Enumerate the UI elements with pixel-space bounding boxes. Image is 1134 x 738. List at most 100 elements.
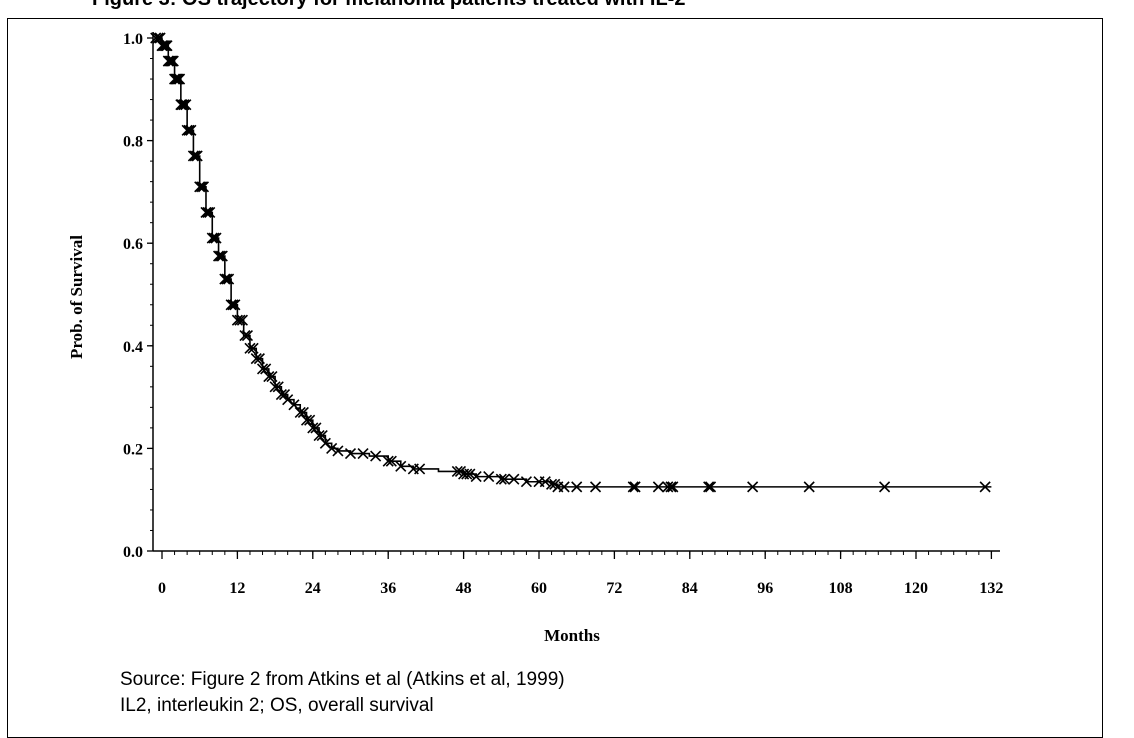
censor-mark <box>304 414 316 426</box>
censor-mark <box>326 442 338 454</box>
censor-mark <box>546 478 558 490</box>
censor-mark <box>161 40 173 52</box>
censor-mark <box>539 476 551 488</box>
survival-chart: 0.0 0.2 0.4 0.6 0.8 1.0 0 12 24 36 48 60 72 84 96 108 1… <box>67 31 1003 645</box>
censor-mark <box>414 463 426 475</box>
censor-mark <box>665 481 677 493</box>
survival-curve <box>155 37 992 488</box>
y-ticks: 0.0 0.2 0.4 0.6 0.8 1.0 <box>123 31 153 561</box>
censor-mark <box>163 55 176 67</box>
censor-mark <box>189 150 201 162</box>
censor-mark <box>194 181 206 193</box>
censor-mark <box>370 450 382 462</box>
censor-mark <box>461 468 473 480</box>
censor-mark <box>275 388 287 401</box>
censor-mark <box>250 353 262 365</box>
censor-mark <box>310 422 322 434</box>
censor-mark <box>307 422 319 434</box>
censor-mark <box>196 181 208 193</box>
censor-mark <box>210 232 222 244</box>
x-ticks: 0 12 24 36 48 60 72 84 96 108 120 132 <box>158 551 1003 597</box>
x-tick-label: 12 <box>229 580 245 597</box>
censor-mark <box>212 250 225 262</box>
censor-mark <box>879 481 891 493</box>
censor-mark <box>191 150 203 162</box>
censor-mark <box>234 314 246 326</box>
censor-mark <box>297 406 309 419</box>
censor-mark <box>167 55 179 67</box>
censor-mark <box>227 299 239 311</box>
censor-mark <box>170 73 182 85</box>
abbreviation-note: IL2, interleukin 2; OS, overall survival <box>120 695 434 716</box>
x-tick-label: 36 <box>380 580 396 597</box>
censor-mark <box>703 481 715 493</box>
censor-mark <box>174 73 186 85</box>
x-tick-label: 108 <box>829 580 853 597</box>
censor-mark <box>382 455 394 467</box>
censor-mark <box>221 273 233 285</box>
censor-mark <box>316 430 328 442</box>
censor-mark <box>197 181 210 193</box>
censor-mark <box>979 481 991 493</box>
censor-mark <box>451 465 463 478</box>
censor-mark <box>180 99 192 111</box>
censor-mark <box>172 73 184 85</box>
y-tick-label: 0.6 <box>123 236 143 253</box>
censor-mark <box>508 473 520 485</box>
x-axis-label: Months <box>544 626 600 645</box>
y-tick-label: 0.4 <box>123 339 143 356</box>
censor-mark <box>627 481 639 493</box>
censor-mark <box>260 363 272 375</box>
censor-mark <box>200 206 212 218</box>
censor-mark <box>662 481 674 493</box>
censor-mark <box>219 273 231 285</box>
x-tick-label: 48 <box>456 580 472 597</box>
censor-mark <box>208 232 220 244</box>
censor-mark <box>156 40 168 52</box>
censor-mark <box>357 447 369 460</box>
censor-mark <box>241 329 254 342</box>
x-tick-label: 84 <box>682 580 698 597</box>
censor-mark <box>803 481 815 493</box>
censor-mark <box>558 481 570 493</box>
censor-mark <box>160 40 172 52</box>
censor-mark <box>470 471 482 483</box>
censor-mark <box>157 40 169 52</box>
censor-mark <box>204 206 216 218</box>
censor-mark <box>223 273 235 285</box>
censor-mark <box>300 414 313 426</box>
censor-mark <box>175 99 187 111</box>
censor-mark <box>704 481 717 493</box>
censor-mark <box>498 473 511 485</box>
x-tick-label: 60 <box>531 580 547 597</box>
censor-mark <box>344 447 357 460</box>
censor-mark <box>244 342 256 354</box>
y-tick-label: 1.0 <box>123 31 143 48</box>
censor-mark <box>269 381 281 393</box>
censor-mark <box>652 481 664 493</box>
censor-mark <box>278 388 291 401</box>
censor-mark <box>395 460 407 472</box>
censor-mark <box>214 250 227 262</box>
censor-mark <box>313 430 325 442</box>
censor-mark <box>229 299 241 311</box>
censor-mark <box>187 150 199 162</box>
series-group <box>150 32 992 493</box>
censor-mark <box>236 314 248 326</box>
censor-mark <box>239 329 251 342</box>
censor-mark <box>571 481 583 493</box>
censor-mark <box>253 353 265 365</box>
censor-mark <box>294 406 306 419</box>
censor-mark <box>319 437 331 449</box>
x-tick-label: 120 <box>904 580 928 597</box>
censor-mark <box>181 124 193 136</box>
source-note: Source: Figure 2 from Atkins et al (Atki… <box>120 669 565 690</box>
censor-mark <box>171 73 183 85</box>
censor-mark <box>166 55 178 67</box>
censor-mark <box>495 473 507 485</box>
y-tick-label: 0.0 <box>123 544 143 561</box>
censor-mark <box>483 471 495 483</box>
x-tick-label: 132 <box>979 580 1003 597</box>
censor-mark <box>747 481 759 493</box>
censor-mark <box>162 55 174 67</box>
